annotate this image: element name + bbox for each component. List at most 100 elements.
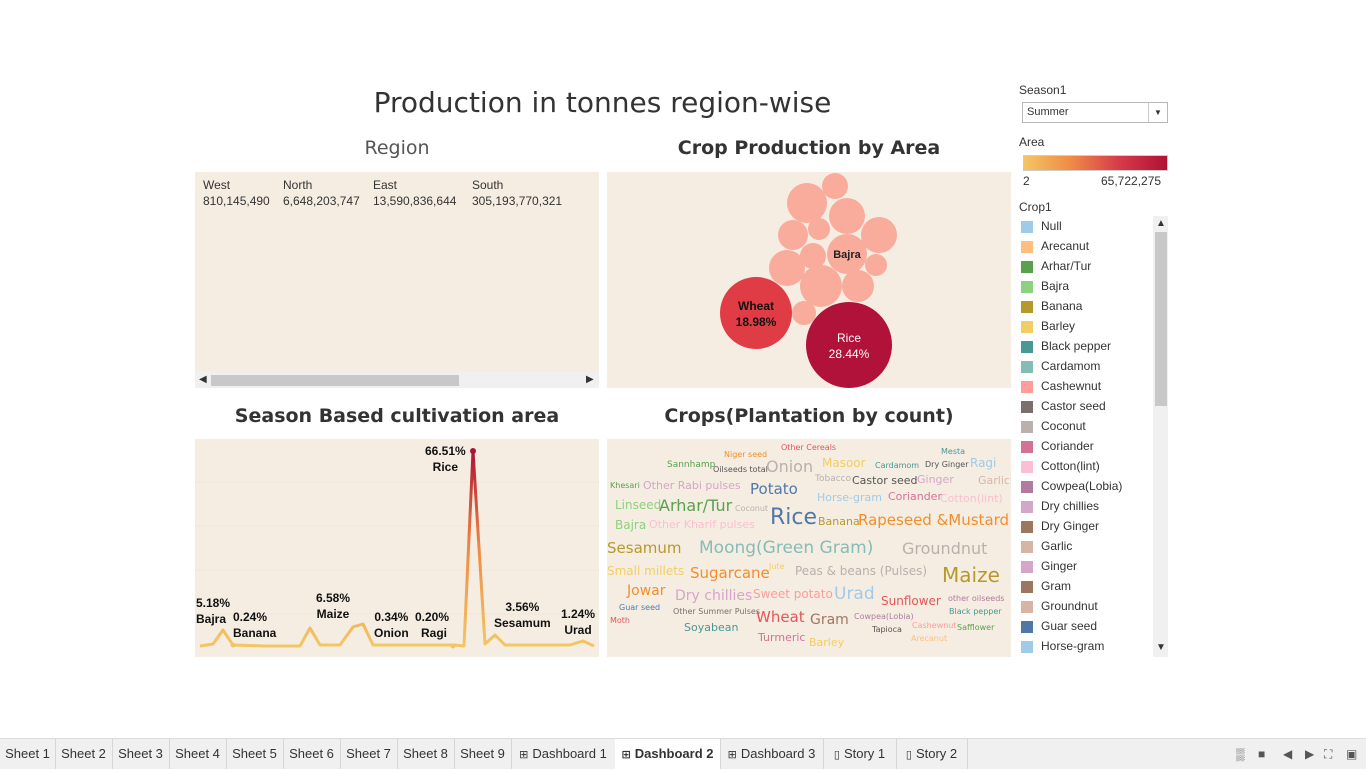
season-line[interactable] bbox=[199, 449, 595, 648]
tab-story-2[interactable]: ▯ Story 2 bbox=[896, 739, 968, 769]
word-item[interactable]: Tobacco bbox=[815, 474, 852, 484]
word-item[interactable]: Arhar/Tur bbox=[659, 496, 733, 515]
word-item[interactable]: Urad bbox=[834, 584, 875, 604]
presentation-mode-icon[interactable]: ▣ bbox=[1346, 747, 1358, 761]
crop-bubble-wheat[interactable] bbox=[720, 277, 792, 349]
tab-sheet-4[interactable]: Sheet 4 bbox=[169, 739, 227, 769]
word-item[interactable]: Cotton(lint) bbox=[940, 492, 1003, 505]
word-item[interactable]: Linseed bbox=[615, 498, 662, 512]
scroll-down-icon[interactable]: ▼ bbox=[1156, 642, 1166, 653]
word-item[interactable]: Sweet potato bbox=[753, 587, 833, 601]
word-item[interactable]: Turmeric bbox=[758, 631, 806, 644]
word-item[interactable]: Moong(Green Gram) bbox=[699, 538, 874, 558]
tab-sheet-1[interactable]: Sheet 1 bbox=[0, 739, 56, 769]
prev-sheet-icon[interactable]: ◀ bbox=[1283, 747, 1293, 761]
word-item[interactable]: Safflower bbox=[957, 623, 995, 632]
word-item[interactable]: Peas & beans (Pulses) bbox=[795, 564, 928, 578]
word-item[interactable]: Guar seed bbox=[619, 603, 661, 612]
word-item[interactable]: Arecanut bbox=[911, 634, 948, 643]
scroll-up-icon[interactable]: ▲ bbox=[1156, 218, 1166, 229]
word-item[interactable]: Gram bbox=[810, 612, 849, 628]
tab-dashboard-1[interactable]: ⊞ Dashboard 1 bbox=[511, 739, 616, 769]
word-item[interactable]: Garlic bbox=[978, 474, 1010, 487]
chevron-down-icon[interactable]: ▼ bbox=[1148, 103, 1167, 122]
data-point[interactable] bbox=[230, 642, 236, 648]
word-item[interactable]: Dry chillies bbox=[675, 588, 753, 604]
word-item[interactable]: Oilseeds total bbox=[713, 465, 768, 474]
crop-bubble[interactable] bbox=[861, 217, 897, 253]
word-item[interactable]: Potato bbox=[750, 480, 798, 498]
word-item[interactable]: Coconut bbox=[735, 504, 769, 513]
word-item[interactable]: Cashewnut bbox=[912, 621, 957, 630]
word-item[interactable]: Tapioca bbox=[872, 625, 902, 634]
crop-bubble[interactable] bbox=[800, 243, 826, 269]
word-item[interactable]: Cardamom bbox=[875, 461, 920, 470]
word-item[interactable]: Coriander bbox=[888, 490, 942, 503]
word-item[interactable]: Castor seed bbox=[852, 474, 918, 487]
word-item[interactable]: Mesta bbox=[941, 447, 966, 456]
scroll-right-icon[interactable]: ▶ bbox=[586, 374, 594, 385]
tab-sheet-9[interactable]: Sheet 9 bbox=[454, 739, 512, 769]
word-item[interactable]: Niger seed bbox=[724, 450, 768, 459]
single-view-icon[interactable]: ■ bbox=[1258, 747, 1266, 761]
crop-bubble-bajra[interactable] bbox=[827, 234, 867, 274]
word-item[interactable]: Rice bbox=[770, 505, 818, 530]
crop-bubble[interactable] bbox=[792, 301, 816, 325]
word-item[interactable]: Rapeseed &Mustard bbox=[858, 511, 1010, 529]
crop-bubble[interactable] bbox=[842, 270, 874, 302]
crop-bubble[interactable] bbox=[787, 183, 827, 223]
word-item[interactable]: Barley bbox=[809, 636, 845, 649]
word-item[interactable]: Onion bbox=[766, 457, 814, 476]
word-item[interactable]: Jute bbox=[769, 562, 785, 571]
data-point[interactable] bbox=[450, 643, 456, 649]
scrollbar-thumb[interactable] bbox=[1155, 232, 1167, 406]
word-item[interactable]: Ragi bbox=[970, 456, 997, 470]
word-item[interactable]: Sugarcane bbox=[690, 564, 770, 582]
season-dropdown[interactable]: Summer ▼ bbox=[1022, 102, 1168, 123]
word-item[interactable]: Other Cereals bbox=[781, 443, 837, 452]
crop-bubble-rice[interactable] bbox=[806, 302, 892, 388]
word-item[interactable]: Other Kharif pulses bbox=[649, 518, 755, 531]
word-item[interactable]: Khesari bbox=[610, 481, 640, 490]
word-item[interactable]: Maize bbox=[942, 563, 1000, 587]
word-item[interactable]: Dry Ginger bbox=[925, 460, 969, 469]
grid-view-icon[interactable]: ▒ bbox=[1236, 747, 1245, 761]
word-item[interactable]: Black pepper bbox=[949, 607, 1002, 616]
next-sheet-icon[interactable]: ▶ bbox=[1305, 747, 1315, 761]
word-item[interactable]: Jowar bbox=[627, 583, 666, 599]
tab-sheet-2[interactable]: Sheet 2 bbox=[55, 739, 113, 769]
tab-sheet-3[interactable]: Sheet 3 bbox=[112, 739, 170, 769]
word-item[interactable]: Horse-gram bbox=[817, 491, 882, 504]
word-item[interactable]: Small millets bbox=[607, 564, 685, 578]
crop-bubble[interactable] bbox=[865, 254, 887, 276]
crop-bubble[interactable] bbox=[800, 265, 842, 307]
word-item[interactable]: Other Rabi pulses bbox=[643, 479, 741, 492]
word-item[interactable]: other oilseeds bbox=[948, 594, 1005, 603]
vertical-scrollbar[interactable]: ▲ ▼ bbox=[1153, 216, 1168, 657]
crop-bubble[interactable] bbox=[829, 198, 865, 234]
tab-sheet-6[interactable]: Sheet 6 bbox=[283, 739, 341, 769]
crop-bubble[interactable] bbox=[769, 250, 805, 286]
fit-view-icon[interactable]: ⛶ bbox=[1324, 747, 1333, 761]
scrollbar-thumb[interactable] bbox=[211, 375, 459, 386]
word-item[interactable]: Sannhamp bbox=[667, 460, 716, 470]
tab-dashboard-3[interactable]: ⊞ Dashboard 3 bbox=[720, 739, 824, 769]
crop-bubble[interactable] bbox=[778, 220, 808, 250]
word-item[interactable]: Sesamum bbox=[607, 539, 682, 557]
word-item[interactable]: Ginger bbox=[917, 473, 954, 486]
word-item[interactable]: Banana bbox=[818, 515, 860, 528]
tab-sheet-5[interactable]: Sheet 5 bbox=[226, 739, 284, 769]
word-item[interactable]: Sunflower bbox=[881, 594, 941, 608]
word-item[interactable]: Soyabean bbox=[684, 621, 739, 634]
tab-sheet-7[interactable]: Sheet 7 bbox=[340, 739, 398, 769]
tab-dashboard-2[interactable]: ⊞ Dashboard 2 bbox=[615, 739, 721, 769]
word-item[interactable]: Wheat bbox=[756, 608, 805, 626]
word-item[interactable]: Groundnut bbox=[902, 539, 988, 558]
horizontal-scrollbar[interactable]: ◀ ▶ bbox=[195, 372, 599, 388]
word-item[interactable]: Other Summer Pulses bbox=[673, 607, 760, 616]
word-item[interactable]: Masoor bbox=[822, 456, 866, 470]
word-item[interactable]: Cowpea(Lobia) bbox=[854, 612, 914, 621]
tab-sheet-8[interactable]: Sheet 8 bbox=[397, 739, 455, 769]
crop-bubble[interactable] bbox=[808, 218, 830, 240]
word-item[interactable]: Moth bbox=[610, 616, 631, 625]
